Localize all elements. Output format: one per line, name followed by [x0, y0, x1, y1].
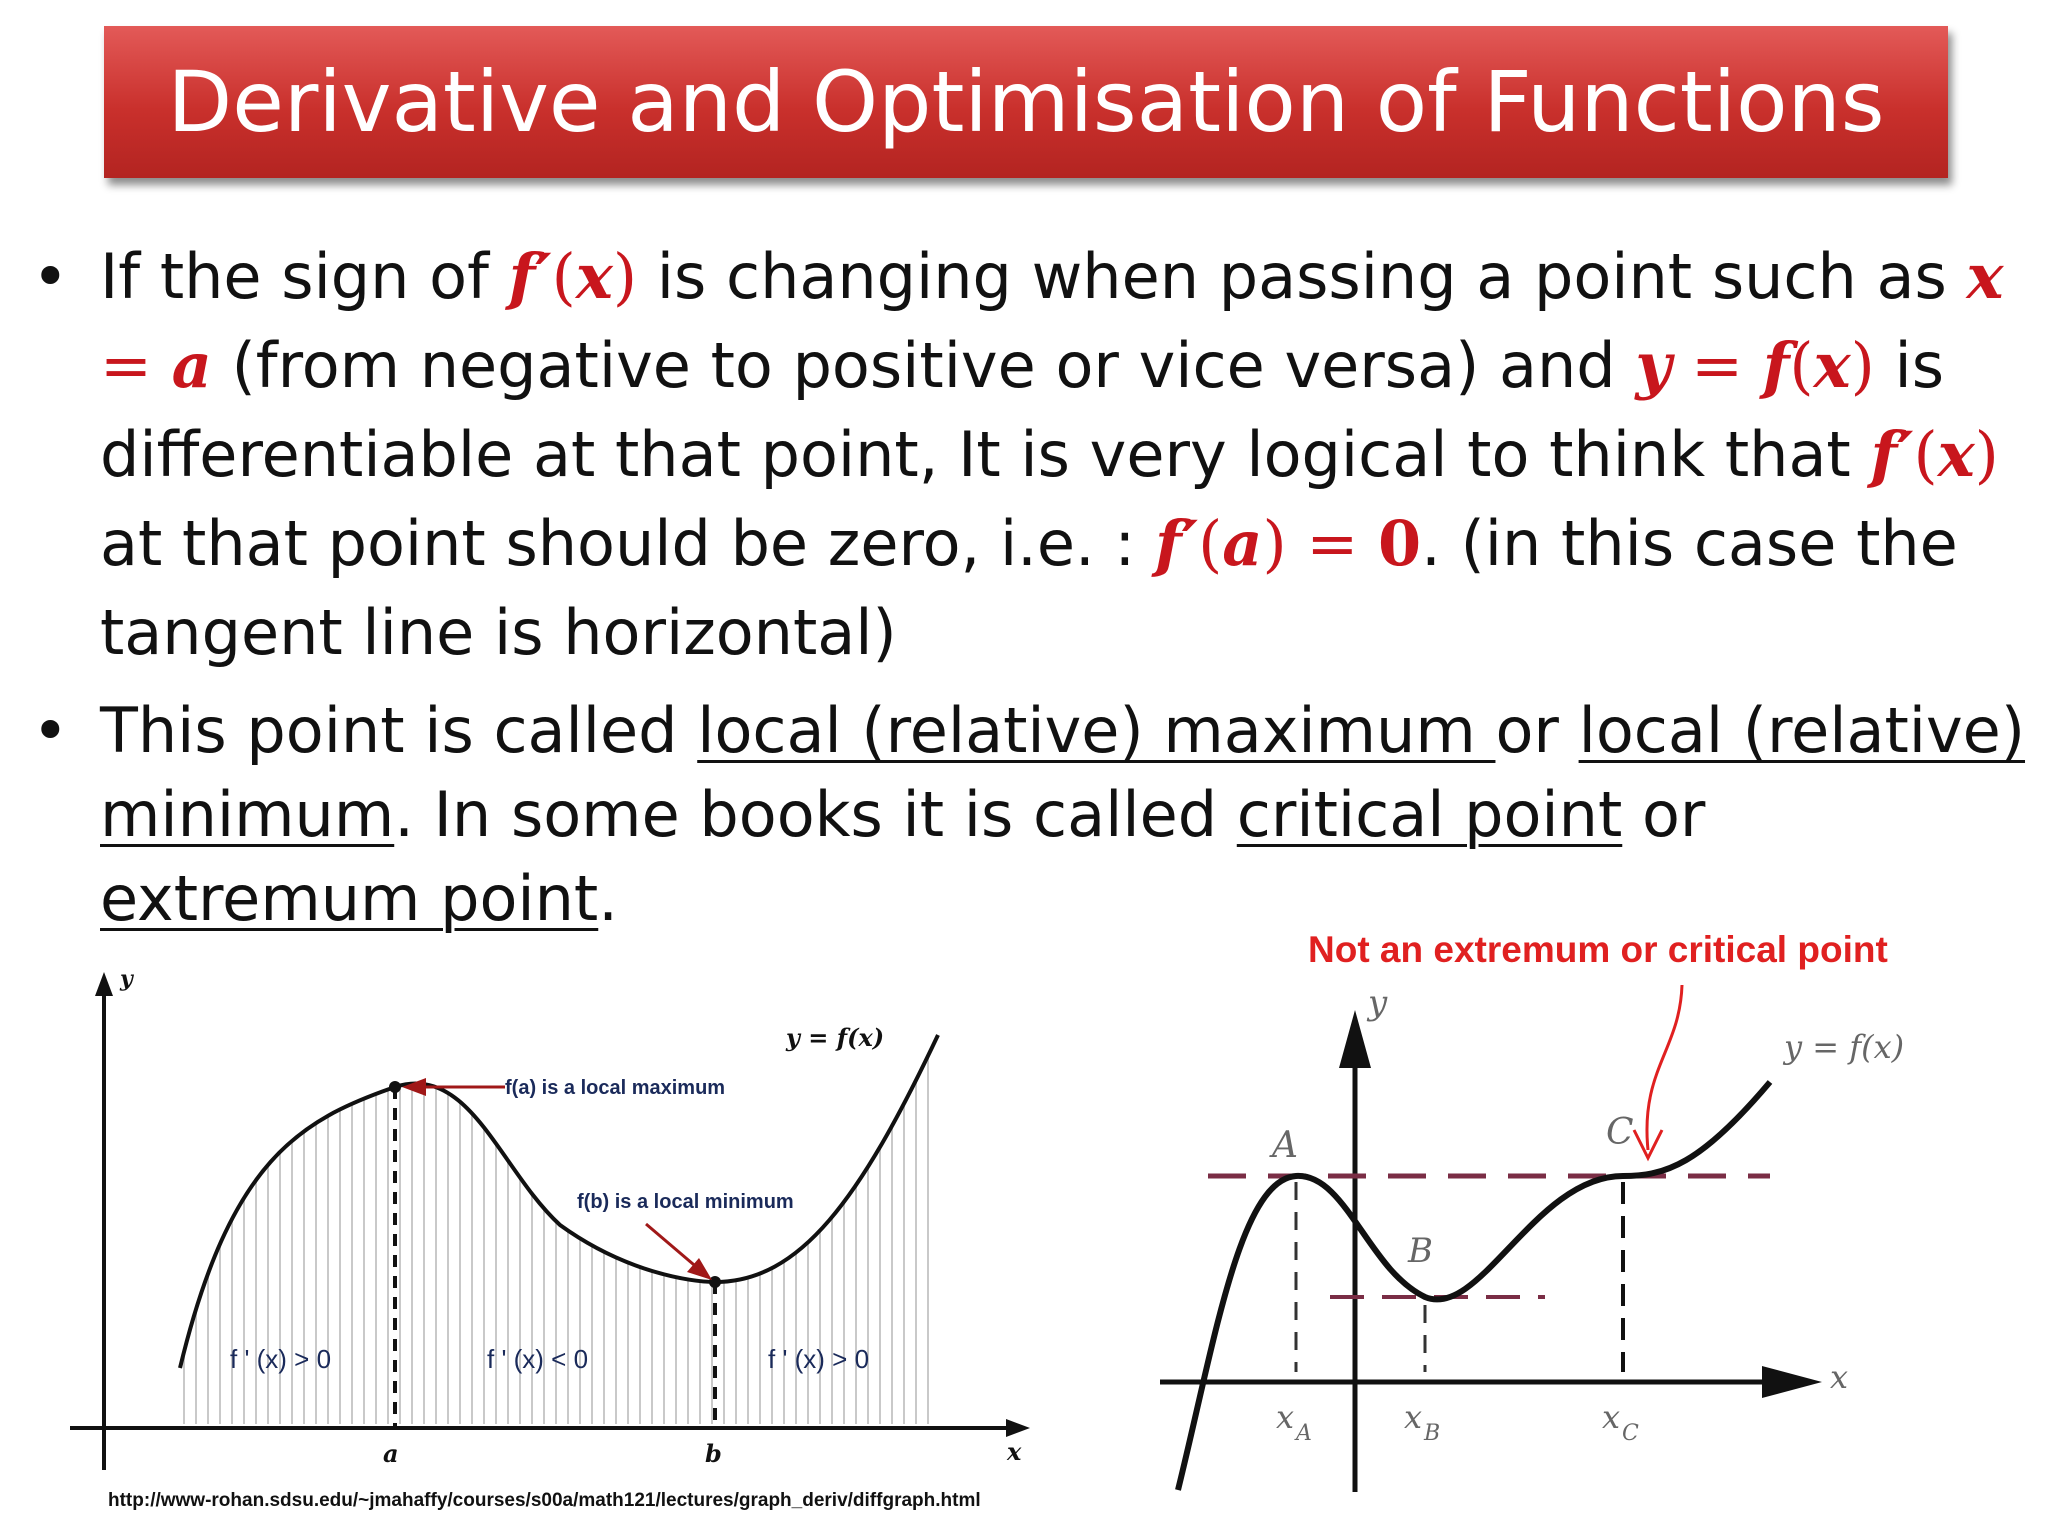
slide-title: Derivative and Optimisation of Functions — [167, 53, 1885, 151]
bullet-list: • If the sign of f′(x) is changing when … — [20, 232, 2030, 941]
math-a: a — [171, 329, 212, 402]
text: If the sign of — [100, 240, 509, 313]
math-paren: ) — [1850, 329, 1875, 402]
source-url: http://www-rohan.sdsu.edu/~jmahaffy/cour… — [108, 1490, 981, 1511]
text: . — [598, 862, 618, 935]
inflection-heading: Not an extremum or critical point — [1308, 929, 1888, 970]
y-axis-label: y — [1366, 983, 1388, 1023]
region-increasing-2: f ' (x) > 0 — [768, 1344, 869, 1374]
curve-label: y = f(x) — [1782, 1028, 1904, 1066]
title-bar: Derivative and Optimisation of Functions — [104, 26, 1948, 178]
figure-inflection: Not an extremum or critical point A B C … — [1160, 929, 1904, 1492]
x-axis-arrow-icon — [1762, 1366, 1822, 1398]
math-fprime: f′ — [1870, 418, 1914, 491]
math-a: a — [1222, 507, 1263, 580]
text: . In some books it is called — [394, 778, 1237, 851]
x-axis-arrow-icon — [1006, 1419, 1030, 1437]
inflection-arrow-head-icon — [1632, 1129, 1664, 1162]
math-fprime: f′ — [508, 240, 552, 313]
inflection-arrow — [1645, 984, 1684, 1151]
min-arrow — [645, 1222, 701, 1272]
tick-xc: x — [1602, 1398, 1620, 1436]
point-c-label: C — [1606, 1112, 1634, 1153]
math-paren: ( — [551, 240, 576, 313]
math-paren: ( — [1789, 329, 1814, 402]
bullet-2: • This point is called local (relative) … — [20, 689, 2030, 941]
math-fprime: f′ — [1155, 507, 1199, 580]
math-f: f — [1762, 329, 1790, 402]
term-local-maximum: local (relative) maximum — [697, 694, 1496, 767]
math-equals: = — [1286, 507, 1379, 580]
x-axis-label: x — [1830, 1358, 1848, 1396]
math-x: x — [575, 240, 613, 313]
math-x: x — [1813, 329, 1851, 402]
text: or — [1495, 694, 1579, 767]
math-x: x — [1937, 418, 1975, 491]
function-curve — [1175, 1080, 1773, 1491]
tick-b: b — [705, 1439, 722, 1468]
tick-xc-sub: C — [1622, 1421, 1639, 1446]
figure-local-extrema: y x y = f(x) f(a) is a local maximum f(b… — [70, 966, 1030, 1511]
region-decreasing: f ' (x) < 0 — [487, 1344, 588, 1374]
math-paren: ) — [1974, 418, 1999, 491]
point-a-label: A — [1269, 1125, 1298, 1166]
math-x: x — [1966, 240, 2004, 313]
y-axis-arrow-icon — [1339, 1010, 1371, 1068]
term-extremum-point: extremum point — [100, 862, 599, 935]
text: or — [1622, 778, 1706, 851]
math-zero: 0 — [1378, 507, 1422, 580]
tick-xa-sub: A — [1294, 1421, 1312, 1446]
text: is changing when passing a point such as — [637, 240, 1967, 313]
x-axis-label: x — [1006, 1437, 1022, 1466]
math-equals: = — [1671, 329, 1763, 402]
region-increasing-1: f ' (x) > 0 — [230, 1344, 331, 1374]
math-paren: ( — [1198, 507, 1223, 580]
math-paren: ) — [1262, 507, 1287, 580]
tick-xb: x — [1404, 1398, 1422, 1436]
function-curve — [178, 1034, 940, 1369]
text: is differentiable at that point, It is v… — [100, 329, 1945, 491]
math-paren: ( — [1913, 418, 1938, 491]
bullet-dot-icon: • — [32, 240, 69, 313]
max-arrow-head-icon — [402, 1078, 426, 1096]
y-axis-arrow-icon — [95, 972, 113, 996]
text: at that point should be zero, i.e. : — [100, 507, 1156, 580]
max-note: f(a) is a local maximum — [505, 1077, 725, 1099]
min-arrow-head-icon — [687, 1258, 712, 1280]
point-b-label: B — [1407, 1231, 1433, 1271]
text: This point is called — [100, 694, 698, 767]
curve-label: y = f(x) — [785, 1023, 884, 1052]
math-paren: ) — [612, 240, 638, 313]
min-note: f(b) is a local minimum — [577, 1191, 794, 1213]
tick-a: a — [383, 1439, 399, 1468]
math-equals: = — [100, 329, 172, 402]
tick-xb-sub: B — [1423, 1421, 1440, 1446]
max-point — [389, 1081, 401, 1093]
math-y: y — [1635, 329, 1672, 402]
term-local-minimum: local (relative) minimum — [100, 694, 2026, 851]
text: (from negative to positive or vice versa… — [211, 329, 1636, 402]
y-axis-label: y — [119, 966, 135, 992]
bullet-dot-icon: • — [32, 694, 69, 767]
text: . (in this case the tangent line is hori… — [100, 507, 1958, 669]
tick-xa: x — [1276, 1398, 1294, 1436]
min-point — [709, 1276, 721, 1288]
bullet-1: • If the sign of f′(x) is changing when … — [20, 232, 2030, 677]
term-critical-point: critical point — [1236, 778, 1623, 851]
